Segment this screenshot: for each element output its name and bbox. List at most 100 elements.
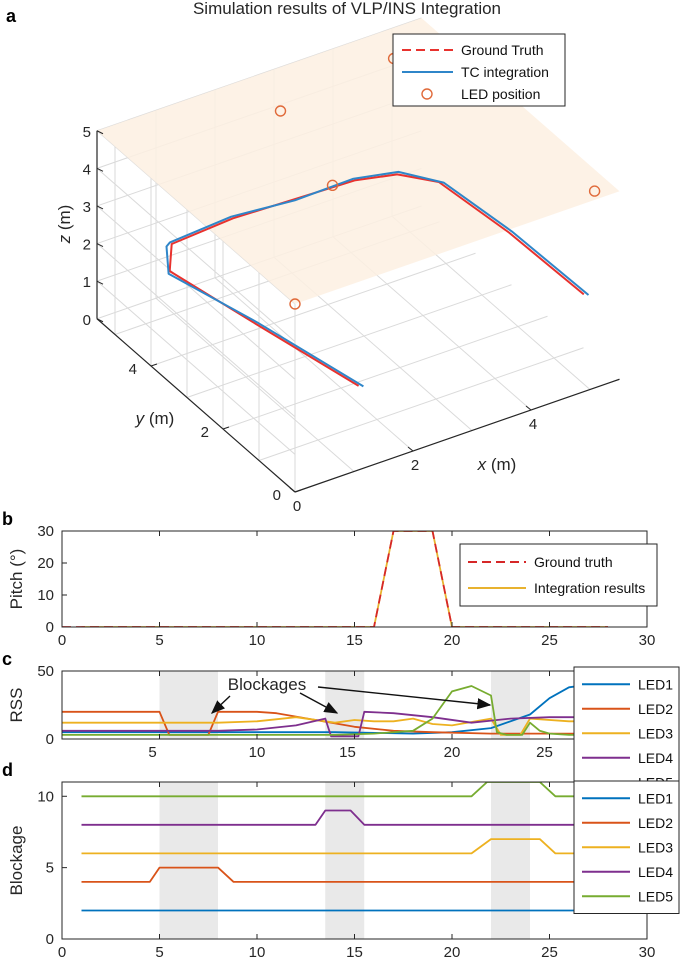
series-group-d: [81, 782, 647, 912]
x-tick-label: 25: [541, 944, 558, 960]
led-marker: [326, 179, 339, 192]
y-tick-label: 0: [273, 487, 281, 504]
left-grid-z: [96, 205, 296, 380]
annotation-arrow: [210, 695, 231, 714]
legend-a: Ground Truth TC integration LED position: [392, 33, 566, 107]
shaded-region: [159, 782, 218, 939]
floor-grid-y: [258, 347, 584, 461]
panel-label-b: b: [2, 509, 13, 529]
legend-label: LED position: [461, 86, 540, 102]
legend-d: LED1 LED2 LED3 LED4 LED5: [573, 780, 680, 914]
left-grid-z: [96, 280, 296, 455]
z-tick-mark: [96, 243, 104, 247]
z-tick-label: 2: [83, 237, 91, 254]
left-grid-z: [96, 167, 296, 342]
x-tick-label: 25: [541, 632, 558, 649]
legend-label: LED1: [638, 676, 673, 692]
led-marker: [289, 298, 301, 310]
z-axis-label-var: z: [55, 234, 74, 244]
x-tick-label: 25: [536, 744, 553, 761]
back-grid-z: [96, 17, 422, 132]
y-tick-label: 0: [46, 619, 54, 636]
x-axis-label-unit: (m): [486, 455, 516, 474]
z-tick-mark: [96, 205, 104, 210]
legend-label: LED1: [638, 790, 673, 806]
x-tick-label: 10: [249, 632, 266, 649]
shaded-region: [325, 782, 365, 939]
panel-label-d: d: [2, 760, 13, 780]
series-line-led4: [81, 809, 647, 826]
x-tick-label: 15: [339, 744, 356, 761]
x-tick-label: 20: [444, 744, 461, 761]
y-tick-label: 4: [129, 361, 137, 378]
y-axis-label: RSS: [7, 688, 26, 723]
x-tick-label: 2: [411, 457, 419, 474]
floor-grid-x: [155, 297, 355, 472]
panel-label-a: a: [6, 6, 17, 26]
shaded-region: [491, 782, 530, 939]
x-tick-label: 20: [444, 944, 461, 960]
x-axis-label-var: x: [477, 455, 487, 474]
y-axis-label-var: y: [135, 409, 146, 428]
x-tick-label: 20: [444, 632, 461, 649]
legend-label: LED4: [638, 750, 673, 766]
y-tick-label: 10: [37, 587, 54, 604]
x-tick-label: 10: [249, 944, 266, 960]
led-marker: [274, 105, 287, 117]
x-tick-label: 4: [529, 416, 537, 433]
y-tick-label: 5: [46, 860, 54, 877]
x-tick-label: 0: [58, 632, 66, 649]
annotation-arrow: [299, 692, 339, 714]
legend-label: LED5: [638, 888, 673, 904]
x-tick-label: 10: [249, 744, 266, 761]
left-grid-z: [96, 243, 296, 418]
panel-d: 0510152025300510BlockageTime (s)dLED1LED…: [2, 760, 680, 960]
shaded-region: [159, 671, 218, 739]
y-tick-label: 50: [37, 663, 54, 680]
x-axis-line: [294, 378, 620, 493]
y-tick-mark: [294, 489, 302, 493]
legend-label: LED2: [638, 815, 673, 831]
shaded-region: [325, 671, 365, 739]
z-axis-label: z (m): [55, 205, 74, 245]
legend-label: LED4: [638, 864, 673, 880]
panel-label-c: c: [2, 649, 12, 669]
led-marker: [588, 185, 601, 197]
y-axis-line: [96, 318, 296, 493]
x-tick-mark: [289, 487, 296, 493]
y-tick-label: 2: [201, 424, 209, 441]
x-tick-label: 5: [148, 744, 156, 761]
z-tick-mark: [96, 280, 104, 285]
floor-grid-x: [214, 277, 414, 452]
x-tick-label: 30: [639, 944, 656, 960]
x-tick-mark: [407, 446, 414, 452]
legend-label: LED2: [638, 701, 673, 717]
x-tick-label: 0: [293, 498, 301, 515]
x-tick-label: 30: [639, 632, 656, 649]
z-axis-label-unit: (m): [55, 205, 74, 235]
y-tick-label: 0: [46, 731, 54, 748]
legend-label: Ground truth: [534, 554, 613, 570]
series-line-led5: [62, 685, 647, 736]
x-tick-label: 15: [346, 632, 363, 649]
blockage-annotation: Blockages: [228, 675, 306, 694]
z-tick-label: 5: [83, 124, 91, 141]
y-tick-label: 10: [37, 788, 54, 805]
y-tick-label: 0: [46, 931, 54, 948]
floor-grid-y: [186, 284, 512, 398]
legend-label: TC integration: [461, 64, 549, 80]
series-line-led4: [62, 710, 647, 738]
legend-b: Ground truth Integration results: [459, 543, 658, 607]
series-line-led3: [81, 838, 647, 855]
z-tick-label: 3: [83, 199, 91, 216]
panel-c: 51015202530050RSScLED1LED2LED3LED4LED5Bl…: [2, 649, 680, 800]
y-tick-mark: [222, 426, 230, 430]
annotation-arrow: [317, 686, 492, 710]
series-line-led5: [81, 782, 647, 798]
x-tick-mark: [525, 405, 532, 411]
x-axis-label: x (m): [477, 455, 517, 474]
legend-label: LED3: [638, 725, 673, 741]
y-axis-label: y (m): [135, 409, 175, 428]
